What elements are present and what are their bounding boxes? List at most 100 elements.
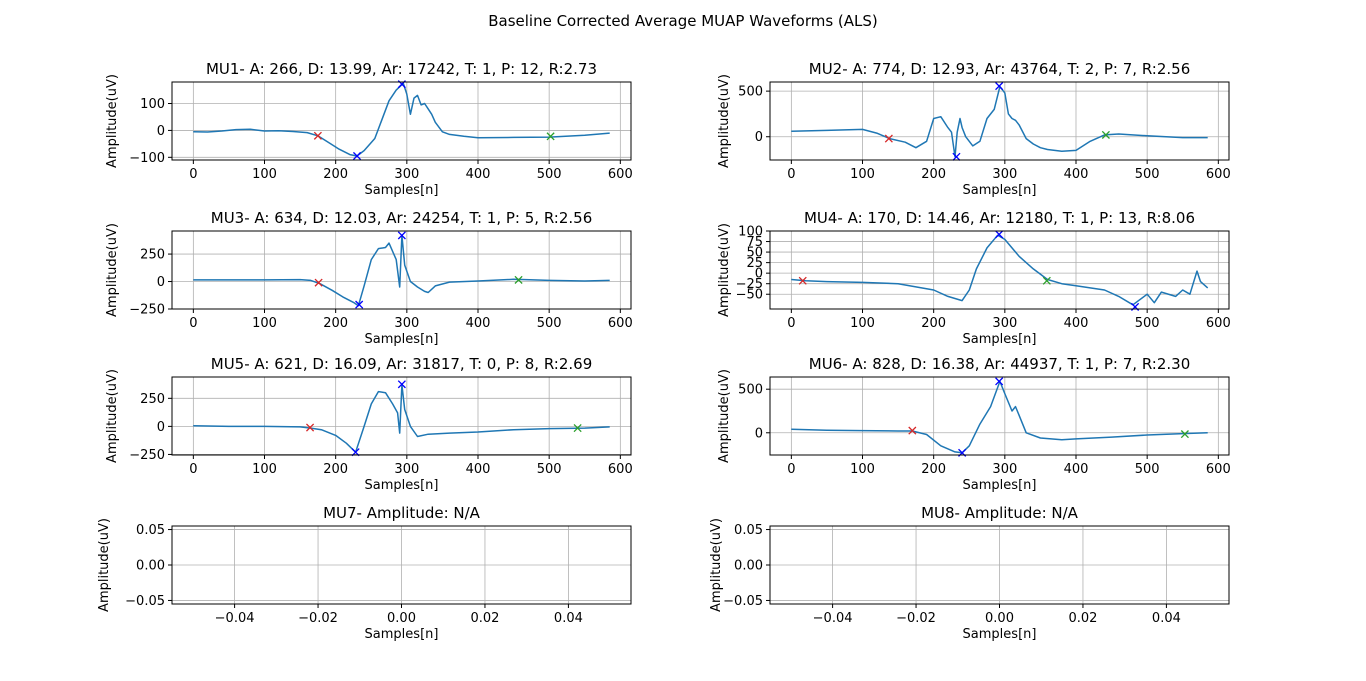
mu2-xtick-label: 0 xyxy=(787,167,795,182)
mu8-xtick-label: −0.02 xyxy=(896,611,936,626)
mu1-xtick-label: 200 xyxy=(323,167,348,182)
mu5-xtick-label: 200 xyxy=(323,462,348,477)
mu2-xtick-label: 400 xyxy=(1064,167,1089,182)
mu3-panel: 0 100 200 300 400 500 600 −250 0 250 MU3- A: 634, … xyxy=(105,209,633,347)
mu2-marker-stroke xyxy=(995,82,1004,91)
mu2-marker-stroke xyxy=(884,134,893,143)
mu2-ylabel: Amplitude(uV) xyxy=(717,74,732,168)
mu2-start-marker xyxy=(884,134,893,143)
mu8-xtick-label: −0.04 xyxy=(813,611,853,626)
mu1-end-marker xyxy=(546,132,555,141)
mu5-xtick-label: 0 xyxy=(189,462,197,477)
mu2-ytick-label: 0 xyxy=(755,130,763,145)
mu6-title: MU6- A: 828, D: 16.38, Ar: 44937, T: 1, … xyxy=(809,355,1191,373)
mu3-peak-marker xyxy=(355,300,364,309)
mu4-end-marker xyxy=(1042,276,1051,285)
mu5-marker-stroke xyxy=(397,380,406,389)
mu5-title: MU5- A: 621, D: 16.09, Ar: 31817, T: 0, … xyxy=(211,355,593,373)
mu8-ytick-label: 0.00 xyxy=(734,559,763,574)
mu3-marker-stroke xyxy=(355,300,364,309)
mu6-xtick-label: 100 xyxy=(850,462,875,477)
mu4-marker-stroke xyxy=(1042,276,1051,285)
mu4-xtick-label: 300 xyxy=(992,316,1017,331)
mu1-axes-frame xyxy=(171,81,632,161)
mu1-xtick-label: 400 xyxy=(466,167,491,182)
mu4-ytick-label: 50 xyxy=(746,246,763,261)
mu1-xtick-label: 0 xyxy=(189,167,197,182)
mu6-marker-stroke xyxy=(995,377,1004,386)
mu1-ylabel: Amplitude(uV) xyxy=(105,74,120,168)
mu4-xtick-label: 500 xyxy=(1135,316,1160,331)
mu4-title: MU4- A: 170, D: 14.46, Ar: 12180, T: 1, … xyxy=(804,209,1195,227)
mu5-ylabel: Amplitude(uV) xyxy=(105,369,120,463)
mu3-ytick-label: 0 xyxy=(157,275,165,290)
mu1-xtick-label: 100 xyxy=(252,167,277,182)
mu3-waveform-line xyxy=(193,234,610,307)
mu3-end-marker xyxy=(514,275,523,284)
mu7-ylabel: Amplitude(uV) xyxy=(97,518,112,612)
mu5-end-marker xyxy=(573,424,582,433)
mu4-xtick-label: 600 xyxy=(1206,316,1231,331)
mu1-panel: 0 100 200 300 400 500 600 −100 0 100 MU1- A: 266, … xyxy=(105,60,633,198)
mu4-marker-stroke xyxy=(995,230,1004,239)
mu1-xtick-label: 500 xyxy=(537,167,562,182)
mu7-title: MU7- Amplitude: N/A xyxy=(323,504,481,522)
mu6-xtick-label: 600 xyxy=(1206,462,1231,477)
mu2-xtick-label: 500 xyxy=(1135,167,1160,182)
mu2-end-marker xyxy=(1101,130,1110,139)
mu2-xtick-label: 600 xyxy=(1206,167,1231,182)
mu3-xtick-label: 300 xyxy=(394,316,419,331)
mu4-xtick-label: 400 xyxy=(1064,316,1089,331)
mu6-marker-stroke xyxy=(908,426,917,435)
mu4-axes-frame xyxy=(769,230,1230,310)
mu3-start-marker xyxy=(314,278,323,287)
mu5-marker-stroke xyxy=(573,424,582,433)
mu3-marker-stroke xyxy=(314,278,323,287)
mu2-axes-frame xyxy=(769,81,1230,161)
mu3-ylabel: Amplitude(uV) xyxy=(105,223,120,317)
mu2-ytick-label: 500 xyxy=(738,85,763,100)
mu4-ytick-label: 0 xyxy=(755,267,763,282)
mu2-marker-stroke xyxy=(952,152,961,161)
mu7-panel: −0.04 −0.02 0.00 0.02 0.04 −0.05 0.00 0.05 MU7- … xyxy=(97,504,632,642)
mu2-peak-marker xyxy=(952,152,961,161)
mu7-ytick-label: 0.05 xyxy=(136,523,165,538)
mu1-xtick-label: 300 xyxy=(394,167,419,182)
mu5-panel: 0 100 200 300 400 500 600 −250 0 250 MU5- A: 621, … xyxy=(105,355,633,493)
mu5-ytick-label: 250 xyxy=(140,392,165,407)
mu1-marker-stroke xyxy=(352,151,362,161)
mu3-xtick-label: 200 xyxy=(323,316,348,331)
mu1-waveform-line xyxy=(193,82,610,157)
mu5-xtick-label: 300 xyxy=(394,462,419,477)
mu3-title: MU3- A: 634, D: 12.03, Ar: 24254, T: 1, … xyxy=(211,209,593,227)
mu2-title: MU2- A: 774, D: 12.93, Ar: 43764, T: 2, … xyxy=(809,60,1191,78)
mu8-xtick-label: 0.02 xyxy=(1068,611,1097,626)
mu3-ytick-label: 250 xyxy=(140,248,165,263)
mu5-marker-stroke xyxy=(305,423,315,432)
mu6-xtick-label: 400 xyxy=(1064,462,1089,477)
mu7-xlabel: Samples[n] xyxy=(365,627,439,642)
mu1-title: MU1- A: 266, D: 13.99, Ar: 17242, T: 1, … xyxy=(206,60,597,78)
mu8-panel: −0.04 −0.02 0.00 0.02 0.04 −0.05 0.00 0.05 MU8- … xyxy=(709,504,1230,642)
mu3-peak-marker xyxy=(397,231,406,240)
mu6-xtick-label: 0 xyxy=(787,462,795,477)
mu8-ylabel: Amplitude(uV) xyxy=(709,518,724,612)
mu2-panel: 0 100 200 300 400 500 600 0 500 MU2- A: 774, D: 1… xyxy=(717,60,1231,198)
mu1-ytick-label: 0 xyxy=(157,124,165,139)
mu5-xtick-label: 400 xyxy=(466,462,491,477)
mu6-ytick-label: 500 xyxy=(738,383,763,398)
mu2-waveform-line xyxy=(791,85,1208,158)
mu5-xtick-label: 500 xyxy=(537,462,562,477)
mu6-peak-marker xyxy=(995,377,1004,386)
mu7-xtick-label: 0.00 xyxy=(387,611,416,626)
mu3-xtick-label: 0 xyxy=(189,316,197,331)
mu6-xlabel: Samples[n] xyxy=(963,478,1037,493)
mu5-axes-frame xyxy=(171,376,632,456)
mu1-marker-stroke xyxy=(313,131,322,140)
mu5-waveform-line xyxy=(193,384,610,453)
mu2-xtick-label: 100 xyxy=(850,167,875,182)
mu8-ytick-label: −0.05 xyxy=(723,594,763,609)
mu2-xtick-label: 200 xyxy=(921,167,946,182)
mu4-ylabel: Amplitude(uV) xyxy=(717,223,732,317)
